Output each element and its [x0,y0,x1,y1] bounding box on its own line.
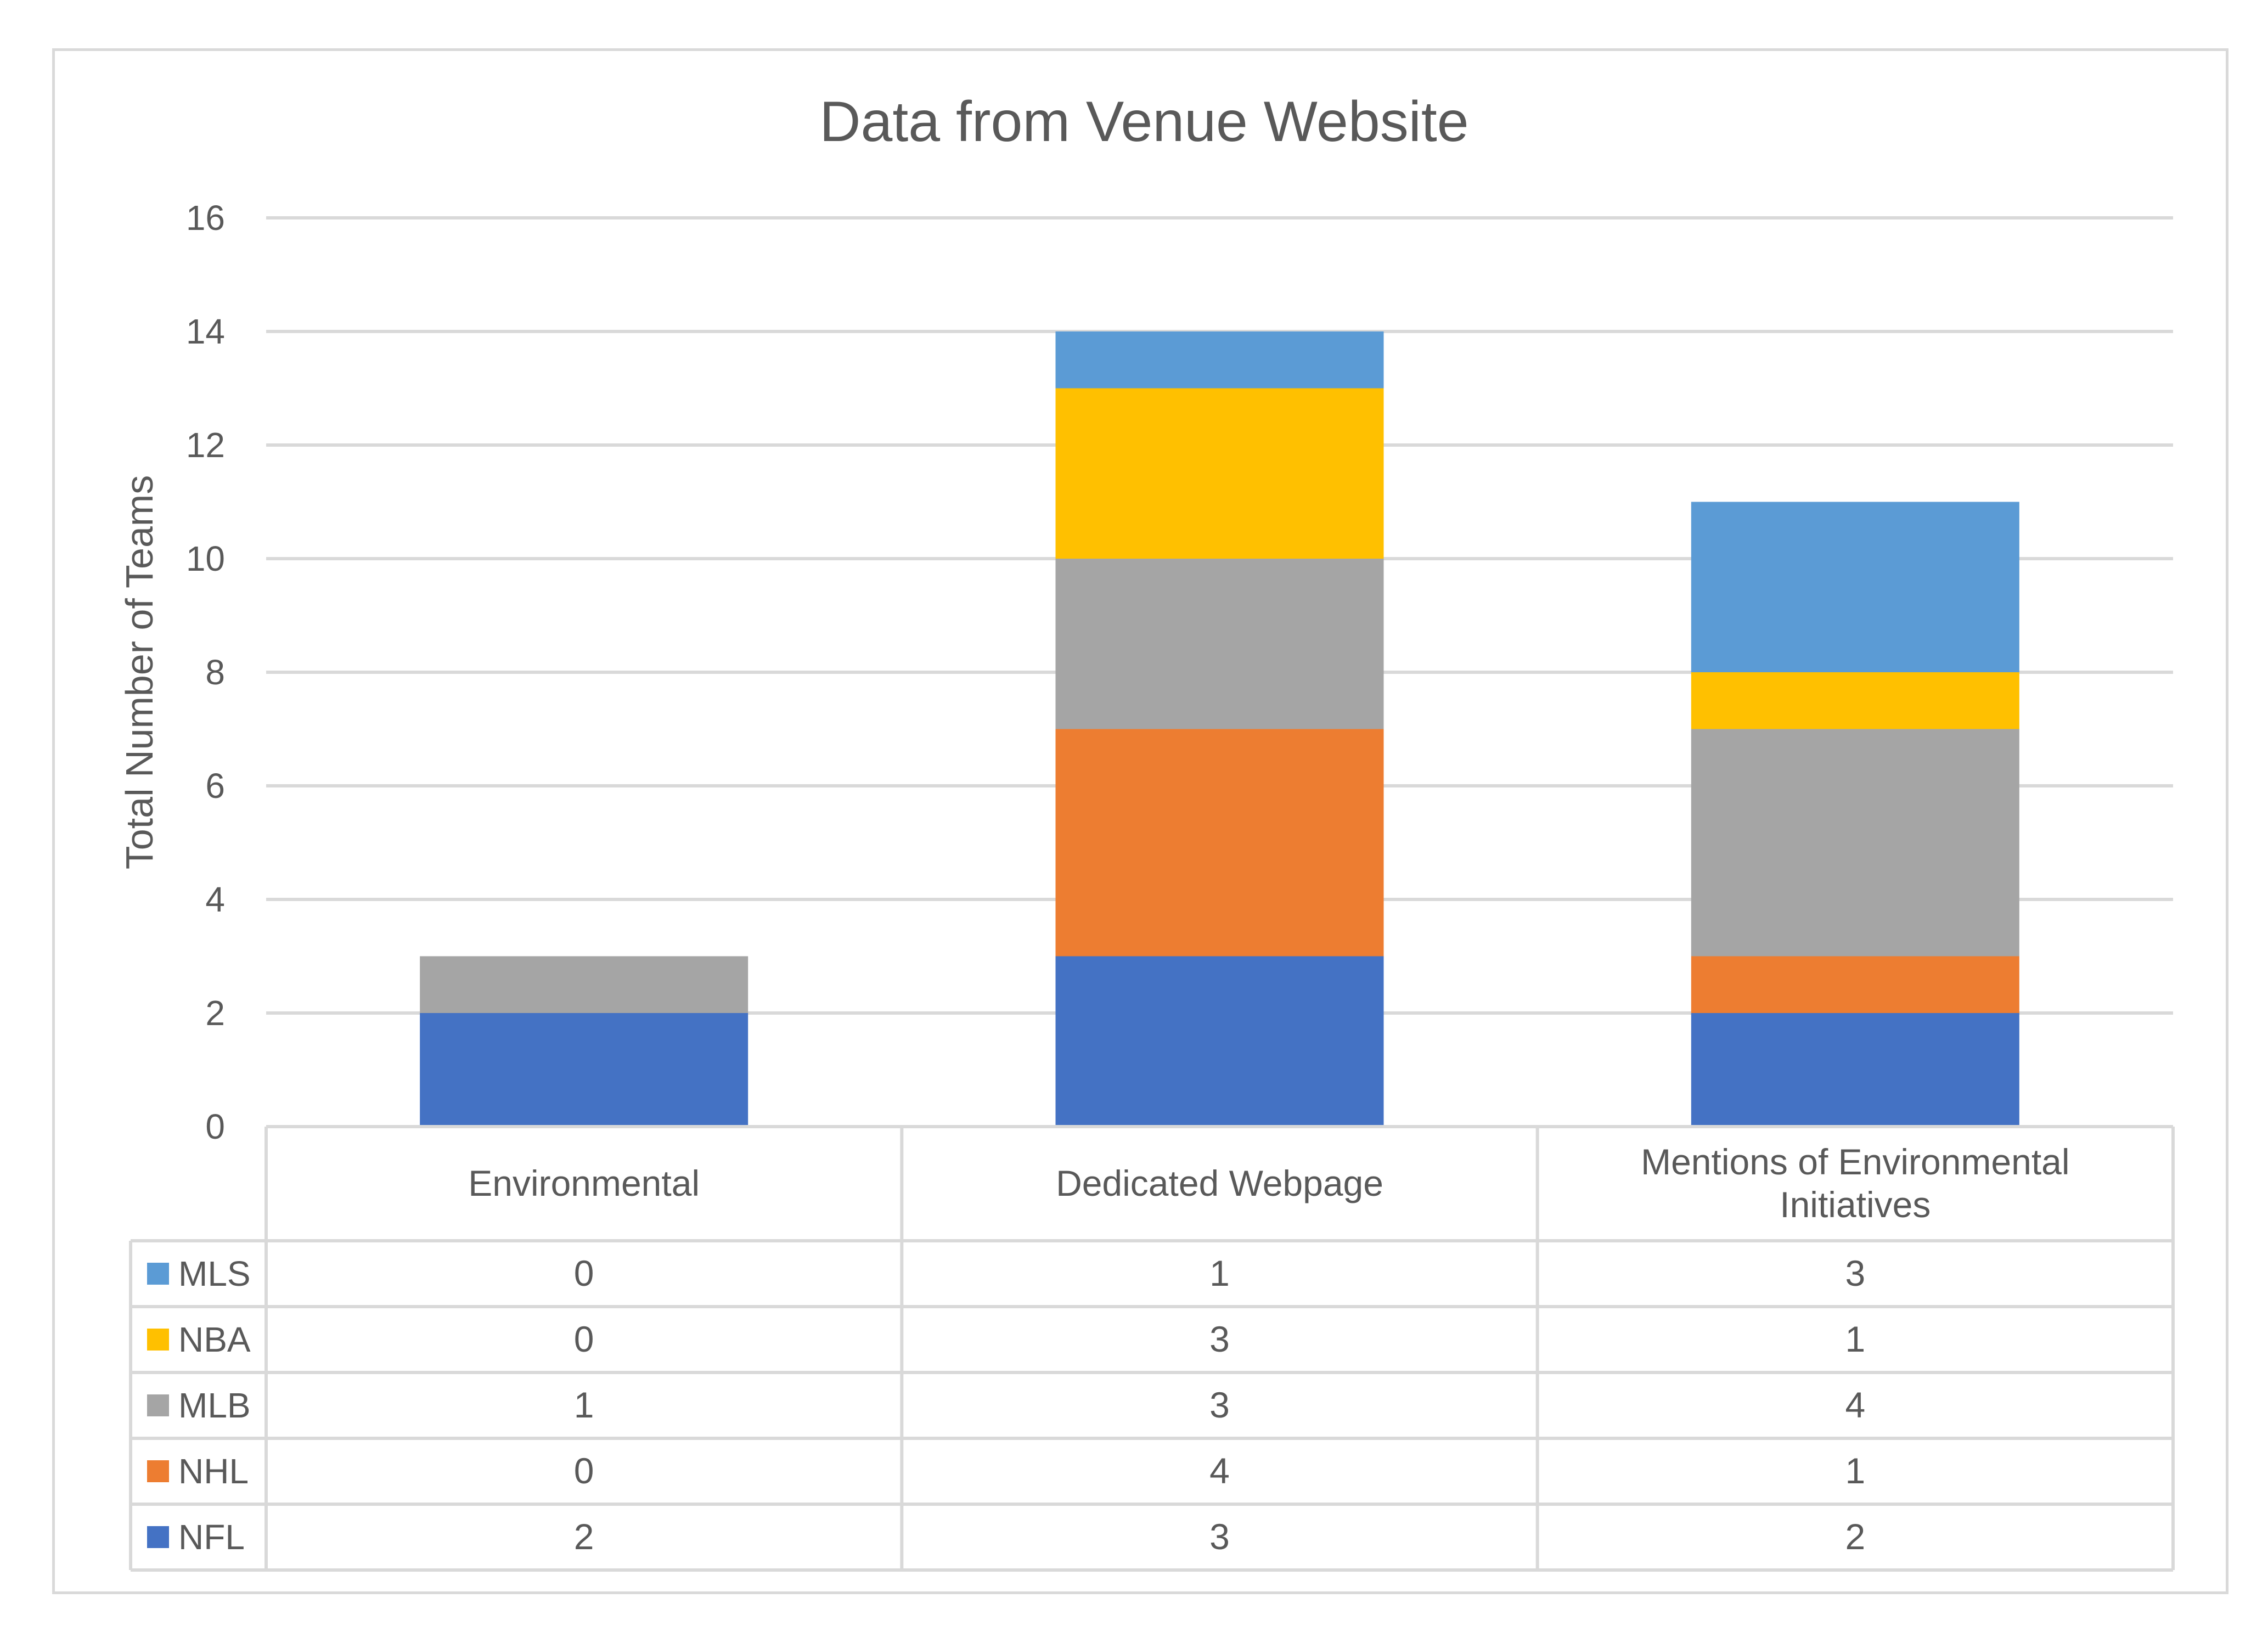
legend-key-nba [147,1329,169,1351]
bar-nba-1 [1055,388,1384,559]
chart-title: Data from Venue Website [819,90,1468,154]
data-label: 3 [1209,1516,1230,1557]
legend-label: NFL [178,1517,245,1557]
legend-key-mls [147,1263,169,1285]
bar-nfl-0 [420,1013,749,1127]
y-tick-label: 16 [186,198,225,238]
y-tick-label: 10 [186,539,225,578]
y-tick-label: 12 [186,425,225,465]
data-label: 2 [1845,1516,1865,1557]
y-tick-label: 14 [186,312,225,351]
data-label: 4 [1209,1450,1230,1491]
legend-key-mlb [147,1394,169,1416]
legend-label: NHL [178,1451,249,1491]
y-tick-label: 8 [205,652,225,692]
data-table: Environmental Dedicated Webpage Mentions o… [129,1125,2175,1572]
bar-nfl-1 [1055,956,1384,1127]
category-label: Dedicated Webpage [1056,1163,1383,1203]
bar-nfl-2 [1691,1013,2019,1127]
bar-mlb-1 [1055,559,1384,729]
y-tick-label: 4 [205,880,225,919]
y-tick-label: 6 [205,766,225,806]
legend-label: NBA [178,1320,251,1359]
y-tick-label: 0 [205,1107,225,1146]
bar-mlb-0 [420,956,749,1013]
bar-nhl-1 [1055,729,1384,957]
data-label: 0 [574,1450,594,1491]
legend-key-nfl [147,1526,169,1548]
bar-mls-1 [1055,331,1384,389]
y-axis-label: Total Number of Teams [118,475,161,869]
data-label: 2 [574,1516,594,1557]
data-label: 0 [574,1253,594,1293]
bar-nhl-2 [1691,956,2019,1013]
legend-label: MLS [178,1254,251,1293]
category-label: Environmental [468,1163,700,1203]
data-label: 3 [1845,1253,1865,1293]
data-label: 0 [574,1319,594,1359]
data-label: 1 [1845,1450,1865,1491]
bar-nba-2 [1691,672,2019,729]
data-label: 3 [1209,1385,1230,1425]
y-tick-labels: 0 2 4 6 8 10 12 14 16 [186,198,225,1146]
category-label: Mentions of Environmental [1641,1141,2069,1182]
bar-mlb-2 [1691,729,2019,957]
data-label: 1 [574,1385,594,1425]
legend-key-nhl [147,1460,169,1482]
category-label: Initiatives [1780,1184,1931,1225]
legend-label: MLB [178,1386,251,1425]
bar-mls-2 [1691,502,2019,672]
y-tick-label: 2 [205,993,225,1033]
bars [420,331,2019,1127]
data-label: 1 [1209,1253,1230,1293]
data-label: 3 [1209,1319,1230,1359]
data-label: 4 [1845,1385,1865,1425]
data-label: 1 [1845,1319,1865,1359]
